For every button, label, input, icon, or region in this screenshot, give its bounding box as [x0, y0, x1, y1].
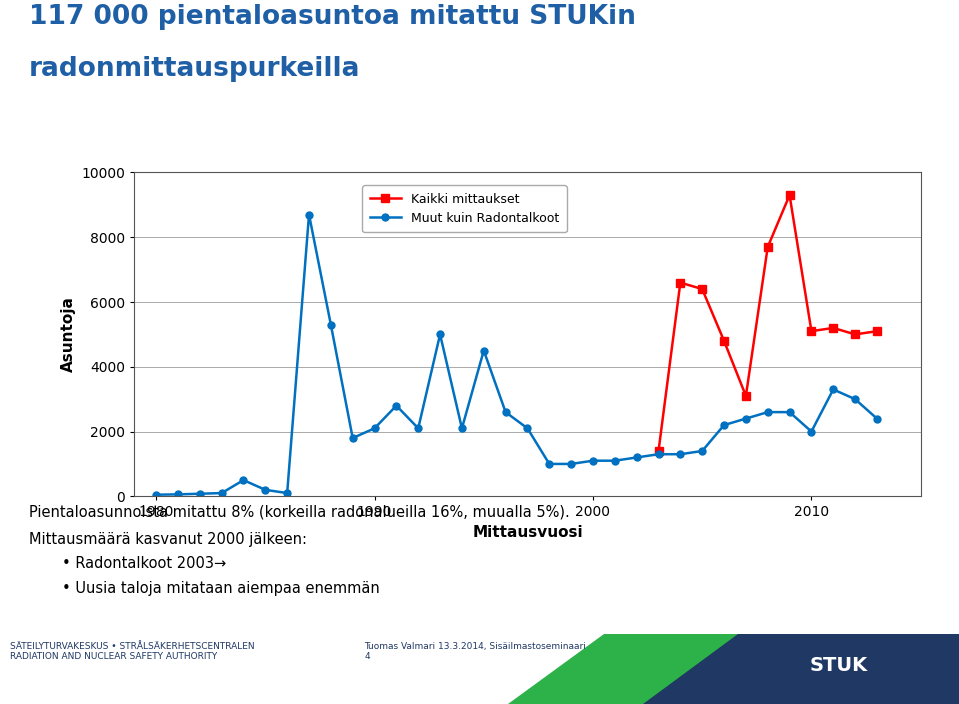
Text: STUK: STUK [810, 656, 868, 674]
Kaikki mittaukset [871, 327, 882, 335]
Muut kuin Radontalkoot [718, 421, 730, 429]
Kaikki mittaukset [718, 337, 730, 345]
Muut kuin Radontalkoot [434, 330, 446, 339]
Muut kuin Radontalkoot [390, 401, 402, 410]
Muut kuin Radontalkoot [325, 320, 337, 329]
Text: radonmittauspurkeilla: radonmittauspurkeilla [29, 56, 361, 82]
Muut kuin Radontalkoot [566, 460, 577, 468]
Muut kuin Radontalkoot [500, 408, 511, 416]
Muut kuin Radontalkoot [238, 476, 249, 484]
Line: Muut kuin Radontalkoot: Muut kuin Radontalkoot [152, 211, 880, 498]
Kaikki mittaukset [674, 278, 686, 287]
Text: Tuomas Valmari 13.3.2014, Sisäilmastoseminaari
4: Tuomas Valmari 13.3.2014, Sisäilmastosem… [364, 642, 586, 662]
Muut kuin Radontalkoot [281, 489, 292, 497]
Muut kuin Radontalkoot [871, 415, 882, 423]
Text: SÄTEILYTURVAKESKUS • STRÅLSÄKERHETSCENTRALEN
RADIATION AND NUCLEAR SAFETY AUTHOR: SÄTEILYTURVAKESKUS • STRÅLSÄKERHETSCENTR… [10, 642, 254, 662]
Muut kuin Radontalkoot [587, 456, 598, 465]
Y-axis label: Asuntoja: Asuntoja [60, 296, 76, 372]
Text: Pientaloasunnoista mitattu 8% (korkeilla radonalueilla 16%, muualla 5%).: Pientaloasunnoista mitattu 8% (korkeilla… [29, 505, 570, 520]
Muut kuin Radontalkoot [522, 424, 533, 432]
Kaikki mittaukset [806, 327, 817, 335]
Kaikki mittaukset [740, 391, 752, 400]
Muut kuin Radontalkoot [674, 450, 686, 458]
Text: • Radontalkoot 2003→: • Radontalkoot 2003→ [62, 556, 226, 571]
Muut kuin Radontalkoot [806, 427, 817, 436]
Muut kuin Radontalkoot [303, 210, 315, 219]
Kaikki mittaukset [850, 330, 861, 339]
Legend: Kaikki mittaukset, Muut kuin Radontalkoot: Kaikki mittaukset, Muut kuin Radontalkoo… [363, 185, 567, 232]
Muut kuin Radontalkoot [653, 450, 665, 458]
Muut kuin Radontalkoot [828, 385, 839, 394]
Kaikki mittaukset [696, 285, 708, 294]
Muut kuin Radontalkoot [173, 490, 184, 498]
Muut kuin Radontalkoot [456, 424, 468, 432]
Muut kuin Radontalkoot [151, 491, 162, 499]
Muut kuin Radontalkoot [478, 346, 489, 355]
Muut kuin Radontalkoot [696, 447, 708, 455]
Muut kuin Radontalkoot [784, 408, 795, 416]
Polygon shape [508, 634, 959, 704]
Muut kuin Radontalkoot [369, 424, 381, 432]
X-axis label: Mittausvuosi: Mittausvuosi [472, 525, 583, 540]
Muut kuin Radontalkoot [347, 434, 359, 442]
Muut kuin Radontalkoot [544, 460, 555, 468]
Text: • Uusia taloja mitataan aiempaa enemmän: • Uusia taloja mitataan aiempaa enemmän [62, 581, 380, 596]
Kaikki mittaukset [762, 243, 774, 251]
Text: 117 000 pientaloasuntoa mitattu STUKin: 117 000 pientaloasuntoa mitattu STUKin [29, 4, 636, 30]
Muut kuin Radontalkoot [412, 424, 424, 432]
Muut kuin Radontalkoot [740, 415, 752, 423]
Text: Mittausmäärä kasvanut 2000 jälkeen:: Mittausmäärä kasvanut 2000 jälkeen: [29, 532, 307, 546]
Muut kuin Radontalkoot [194, 489, 205, 498]
Kaikki mittaukset [653, 447, 665, 455]
Muut kuin Radontalkoot [762, 408, 774, 416]
Muut kuin Radontalkoot [260, 486, 271, 494]
Kaikki mittaukset [784, 191, 795, 199]
Kaikki mittaukset [828, 324, 839, 332]
Polygon shape [643, 634, 959, 704]
Muut kuin Radontalkoot [850, 395, 861, 403]
Muut kuin Radontalkoot [216, 489, 227, 497]
Line: Kaikki mittaukset: Kaikki mittaukset [654, 191, 881, 455]
Muut kuin Radontalkoot [631, 453, 643, 462]
Muut kuin Radontalkoot [609, 456, 620, 465]
